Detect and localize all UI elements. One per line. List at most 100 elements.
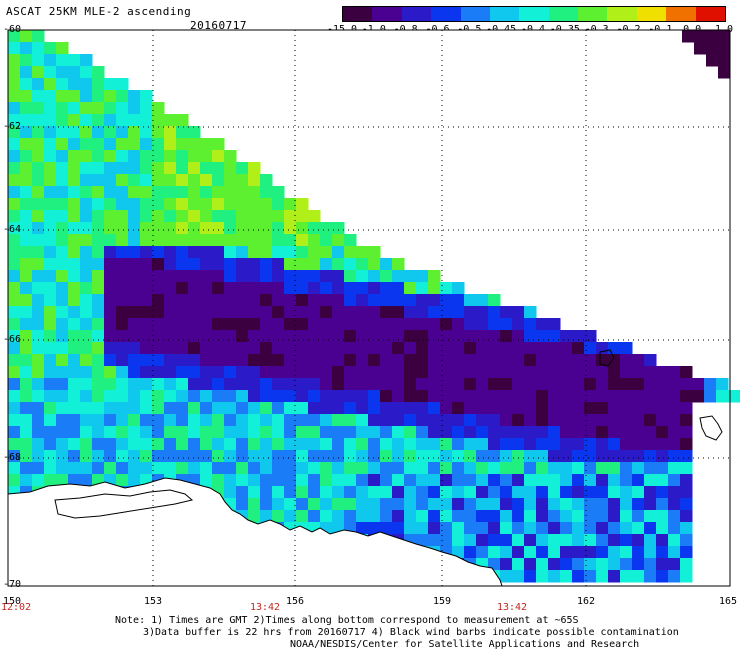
swath-cell: [608, 486, 621, 499]
swath-cell: [140, 102, 153, 115]
swath-cell: [200, 234, 213, 247]
swath-cell: [320, 282, 333, 295]
swath-cell: [440, 366, 453, 379]
swath-cell: [548, 378, 561, 391]
swath-cell: [152, 366, 165, 379]
swath-cell: [332, 354, 345, 367]
swath-cell: [212, 186, 225, 199]
swath-cell: [44, 258, 57, 271]
swath-cell: [188, 234, 201, 247]
swath-cell: [224, 366, 237, 379]
swath-cell: [632, 474, 645, 487]
swath-cell: [584, 462, 597, 475]
swath-cell: [152, 162, 165, 175]
swath-cell: [536, 474, 549, 487]
swath-cell: [200, 474, 213, 487]
swath-cell: [104, 102, 117, 115]
swath-cell: [344, 270, 357, 283]
swath-cell: [224, 354, 237, 367]
swath-cell: [20, 66, 33, 79]
swath-cell: [176, 222, 189, 235]
swath-cell: [656, 390, 669, 403]
swath-cell: [356, 318, 369, 331]
swath-cell: [572, 450, 585, 463]
swath-cell: [8, 102, 21, 115]
swath-cell: [668, 546, 681, 559]
swath-cell: [200, 270, 213, 283]
swath-cell: [536, 522, 549, 535]
swath-cell: [560, 414, 573, 427]
swath-cell: [512, 402, 525, 415]
swath-cell: [644, 366, 657, 379]
swath-cell: [524, 354, 537, 367]
swath-cell: [80, 258, 93, 271]
swath-cell: [128, 402, 141, 415]
swath-cell: [248, 402, 261, 415]
swath-cell: [656, 462, 669, 475]
swath-cell: [368, 510, 381, 523]
swath-cell: [644, 414, 657, 427]
swath-cell: [500, 498, 513, 511]
swath-cell: [692, 378, 705, 391]
swath-cell: [128, 330, 141, 343]
swath-cell: [668, 426, 681, 439]
swath-cell: [128, 114, 141, 127]
swath-cell: [488, 330, 501, 343]
swath-cell: [296, 402, 309, 415]
swath-cell: [236, 450, 249, 463]
swath-cell: [368, 318, 381, 331]
swath-cell: [656, 522, 669, 535]
swath-cell: [260, 486, 273, 499]
swath-cell: [92, 198, 105, 211]
swath-cell: [152, 294, 165, 307]
swath-cell: [392, 270, 405, 283]
swath-cell: [44, 462, 57, 475]
swath-cell: [344, 498, 357, 511]
swath-cell: [188, 306, 201, 319]
swath-cell: [152, 234, 165, 247]
swath-cell: [392, 450, 405, 463]
swath-cell: [536, 378, 549, 391]
swath-cell: [44, 318, 57, 331]
swath-cell: [176, 462, 189, 475]
swath-cell: [44, 474, 57, 487]
swath-cell: [596, 390, 609, 403]
swath-cell: [68, 390, 81, 403]
swath-cell: [608, 426, 621, 439]
swath-cell: [44, 402, 57, 415]
swath-cell: [596, 366, 609, 379]
swath-cell: [368, 378, 381, 391]
swath-cell: [548, 414, 561, 427]
lat-label-64: -64: [3, 224, 22, 235]
swath-cell: [92, 402, 105, 415]
swath-cell: [632, 570, 645, 583]
swath-cell: [680, 558, 693, 571]
swath-cell: [308, 318, 321, 331]
swath-cell: [368, 462, 381, 475]
swath-cell: [536, 498, 549, 511]
swath-cell: [500, 462, 513, 475]
swath-cell: [728, 390, 740, 403]
swath-cell: [248, 174, 261, 187]
swath-cell: [140, 270, 153, 283]
swath-cell: [104, 414, 117, 427]
swath-cell: [164, 402, 177, 415]
swath-cell: [8, 90, 21, 103]
swath-cell: [440, 378, 453, 391]
swath-cell: [608, 378, 621, 391]
swath-cell: [68, 246, 81, 259]
swath-cell: [104, 114, 117, 127]
swath-cell: [32, 426, 45, 439]
swath-cell: [644, 486, 657, 499]
swath-cell: [260, 258, 273, 271]
swath-cell: [8, 474, 21, 487]
swath-cell: [92, 306, 105, 319]
swath-cell: [68, 90, 81, 103]
swath-cell: [404, 438, 417, 451]
swath-cell: [32, 126, 45, 139]
swath-cell: [128, 438, 141, 451]
swath-cell: [212, 438, 225, 451]
swath-cell: [20, 294, 33, 307]
swath-cell: [176, 318, 189, 331]
swath-cell: [92, 354, 105, 367]
